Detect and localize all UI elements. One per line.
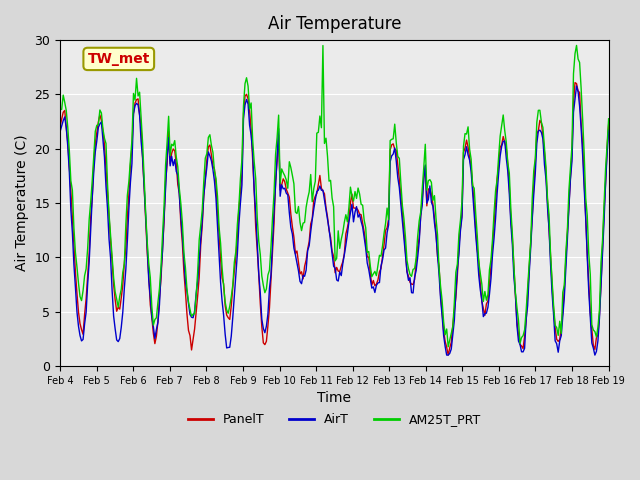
- AM25T_PRT: [124, 192, 131, 198]
- PanelT: [247, 127, 255, 132]
- X-axis label: Time: Time: [317, 391, 351, 405]
- PanelT: [238, 171, 246, 177]
- AM25T_PRT: [296, 219, 304, 225]
- AirT: [573, 83, 580, 89]
- AirT: [247, 132, 255, 138]
- AM25T_PRT: [577, 85, 585, 91]
- AirT: [56, 129, 64, 134]
- AM25T_PRT: [573, 43, 580, 48]
- Bar: [60, 257, 609, 312]
- AirT: [124, 238, 131, 243]
- Line: PanelT: PanelT: [60, 83, 609, 355]
- PanelT: [577, 120, 585, 126]
- PanelT: [220, 281, 227, 287]
- PanelT: [124, 214, 131, 219]
- Bar: [60, 149, 609, 203]
- AM25T_PRT: [605, 116, 612, 121]
- AirT: [296, 278, 304, 284]
- AirT: [443, 352, 451, 358]
- PanelT: [605, 122, 612, 128]
- AM25T_PRT: [444, 344, 452, 349]
- AirT: [605, 127, 612, 133]
- PanelT: [444, 352, 452, 358]
- Legend: PanelT, AirT, AM25T_PRT: PanelT, AirT, AM25T_PRT: [182, 408, 486, 432]
- PanelT: [56, 123, 64, 129]
- Title: Air Temperature: Air Temperature: [268, 15, 401, 33]
- AM25T_PRT: [56, 107, 64, 112]
- AirT: [238, 182, 246, 188]
- PanelT: [296, 271, 304, 277]
- PanelT: [571, 80, 579, 85]
- AM25T_PRT: [220, 283, 227, 289]
- Y-axis label: Air Temperature (C): Air Temperature (C): [15, 135, 29, 271]
- AirT: [577, 125, 585, 131]
- AM25T_PRT: [247, 100, 255, 106]
- Line: AM25T_PRT: AM25T_PRT: [60, 46, 609, 347]
- Line: AirT: AirT: [60, 86, 609, 355]
- AirT: [220, 312, 227, 318]
- AM25T_PRT: [238, 156, 246, 162]
- Text: TW_met: TW_met: [88, 52, 150, 66]
- Bar: [60, 40, 609, 95]
